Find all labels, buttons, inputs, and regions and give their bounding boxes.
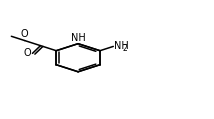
Text: NH: NH <box>114 41 129 51</box>
Text: 2: 2 <box>123 44 128 53</box>
Text: O: O <box>21 29 28 39</box>
Text: O: O <box>23 48 31 58</box>
Text: NH: NH <box>71 33 85 43</box>
